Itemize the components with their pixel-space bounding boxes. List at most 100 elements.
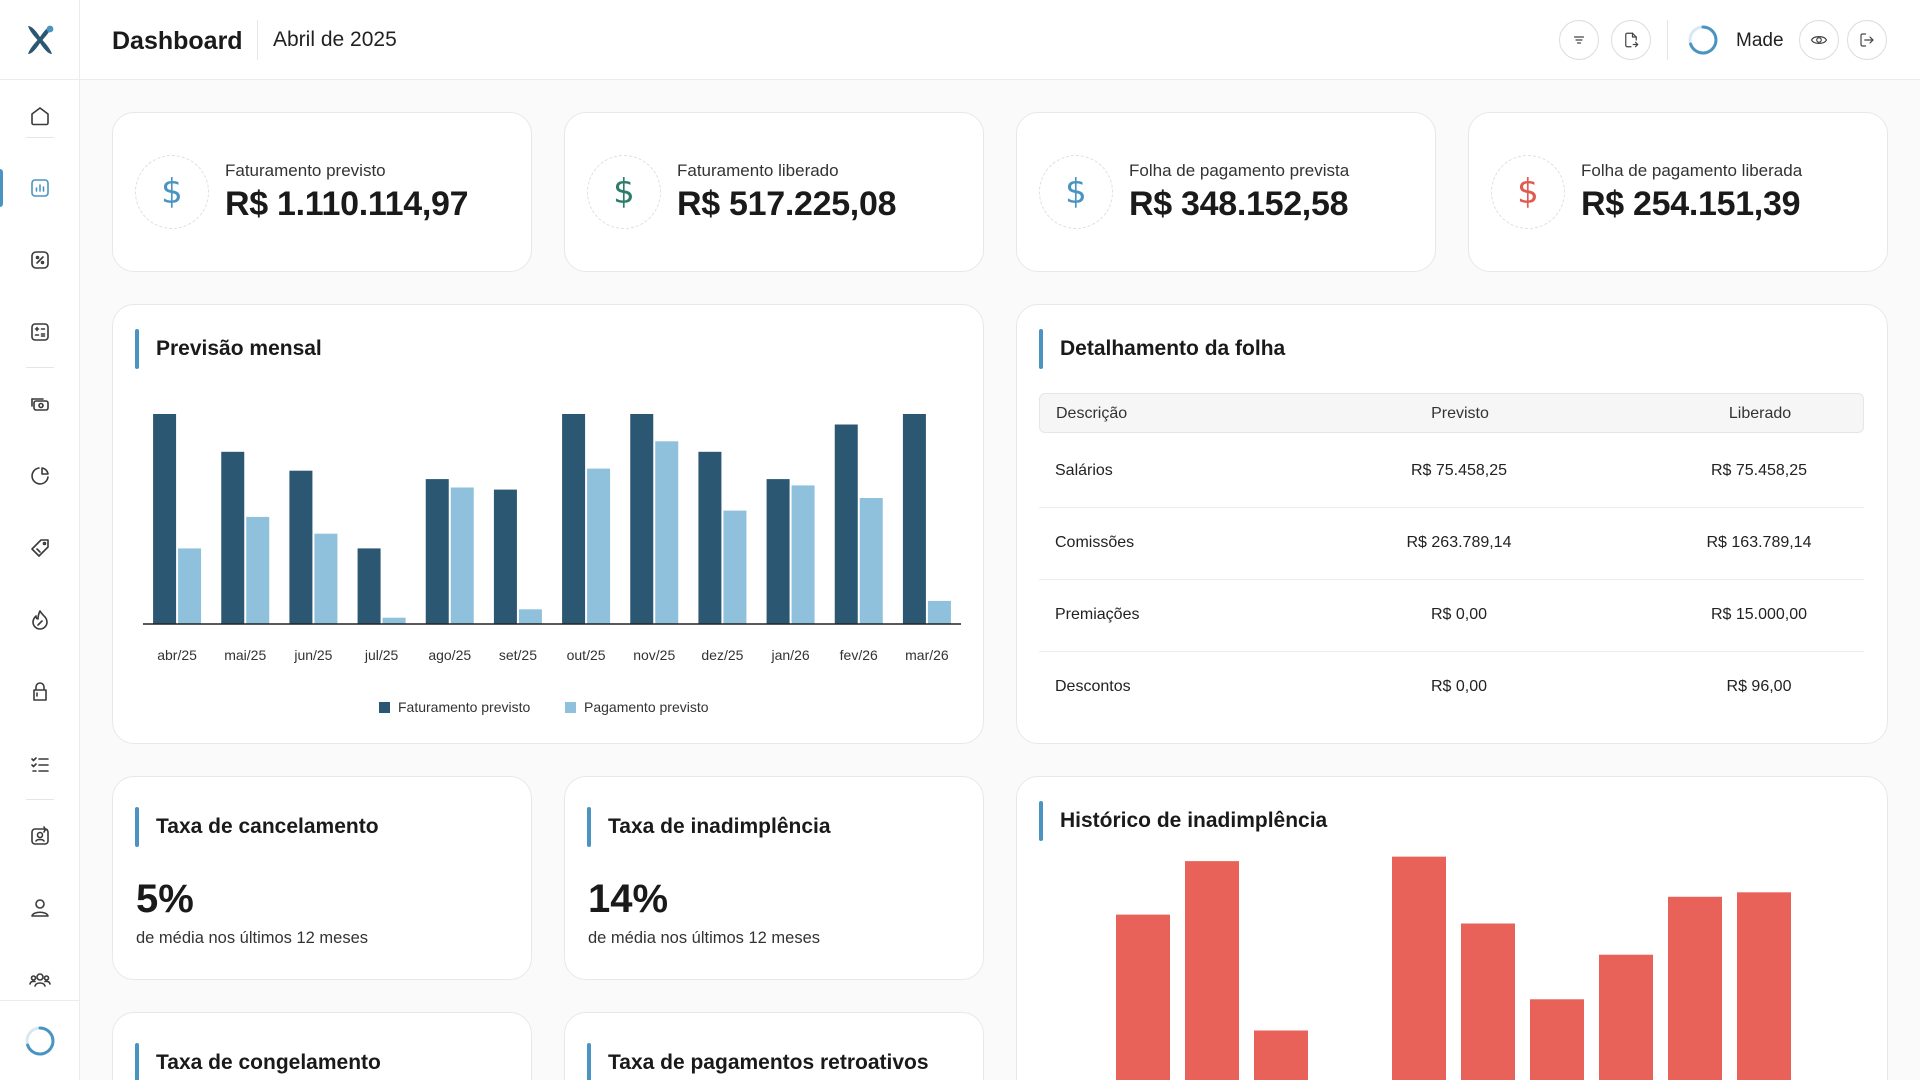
export-button[interactable] bbox=[1611, 20, 1651, 60]
header-divider bbox=[1667, 20, 1668, 60]
table-row: Premiações R$ 0,00 R$ 15.000,00 bbox=[1039, 580, 1864, 652]
section-accent bbox=[587, 1043, 591, 1080]
section-title: Taxa de congelamento bbox=[156, 1051, 381, 1074]
bar-abr/25-series-1 bbox=[178, 548, 202, 624]
bar-mar/26-series-1 bbox=[927, 600, 951, 624]
row-released: R$ 75.458,25 bbox=[1710, 462, 1808, 479]
cancel-rate-card: Taxa de cancelamento 5% de média nos últ… bbox=[112, 776, 532, 980]
section-title: Detalhamento da folha bbox=[1060, 337, 1286, 360]
kpi-card-faturamento-liberado: $ Faturamento liberado R$ 517.225,08 bbox=[564, 112, 984, 272]
x-tick-label: abr/25 bbox=[157, 647, 197, 663]
row-released: R$ 163.789,14 bbox=[1706, 534, 1812, 551]
section-accent bbox=[587, 807, 591, 847]
kpi-card-folha-liberada: $ Folha de pagamento liberada R$ 254.151… bbox=[1468, 112, 1888, 272]
monthly-bar-chart: abr/25 mai/25 jun/25 jul/25 ago/25 set/25 out/… bbox=[143, 414, 961, 715]
logout-button[interactable] bbox=[1847, 20, 1887, 60]
default-history-card: Histórico de inadimplência bbox=[1016, 776, 1888, 1080]
table-row: Salários R$ 75.458,25 R$ 75.458,25 bbox=[1039, 436, 1864, 508]
x-tick-label: nov/25 bbox=[633, 647, 675, 663]
bar-ago/25-series-1 bbox=[450, 487, 474, 624]
kpi-card-faturamento-previsto: $ Faturamento previsto R$ 1.110.114,97 bbox=[112, 112, 532, 272]
tag-icon[interactable] bbox=[20, 528, 60, 568]
history-bar-6 bbox=[1530, 999, 1584, 1080]
bar-out/25-series-0 bbox=[562, 414, 586, 624]
rate-caption: de média nos últimos 12 meses bbox=[588, 929, 821, 947]
row-description: Descontos bbox=[1055, 678, 1131, 695]
kpi-label: Faturamento previsto bbox=[225, 161, 386, 180]
percent-icon[interactable] bbox=[20, 240, 60, 280]
active-nav-indicator bbox=[0, 169, 3, 207]
nav-divider bbox=[26, 799, 54, 800]
visibility-button[interactable] bbox=[1799, 20, 1839, 60]
bar-jun/25-series-1 bbox=[314, 533, 338, 624]
kpi-label: Folha de pagamento prevista bbox=[1129, 161, 1350, 180]
page-title: Dashboard bbox=[112, 27, 243, 55]
history-bar-8 bbox=[1668, 896, 1722, 1080]
section-accent bbox=[135, 1043, 139, 1080]
bar-jun/25-series-0 bbox=[289, 470, 313, 624]
nav-divider bbox=[26, 367, 54, 368]
legend-label: Pagamento previsto bbox=[584, 699, 709, 715]
history-bar-1 bbox=[1185, 861, 1239, 1080]
pie-icon[interactable] bbox=[20, 456, 60, 496]
history-bar-5 bbox=[1461, 923, 1515, 1080]
bar-jul/25-series-1 bbox=[382, 617, 406, 624]
bar-mai/25-series-1 bbox=[246, 516, 270, 624]
x-tick-label: set/25 bbox=[499, 647, 537, 663]
kpi-label: Folha de pagamento liberada bbox=[1581, 161, 1803, 180]
column-header: Previsto bbox=[1431, 405, 1489, 422]
money-icon[interactable] bbox=[20, 384, 60, 424]
sidebar bbox=[0, 0, 80, 1080]
chart-icon[interactable] bbox=[20, 168, 60, 208]
dollar-icon: $ bbox=[135, 155, 209, 229]
row-description: Salários bbox=[1055, 462, 1113, 479]
bar-dez/25-series-1 bbox=[723, 510, 747, 624]
x-tick-label: dez/25 bbox=[701, 647, 743, 663]
title-divider bbox=[257, 20, 258, 60]
users-icon[interactable] bbox=[20, 960, 60, 1000]
bar-mar/26-series-0 bbox=[902, 414, 926, 624]
period-selector[interactable]: Abril de 2025 bbox=[273, 28, 397, 51]
avatar[interactable] bbox=[1687, 24, 1719, 56]
row-forecast: R$ 75.458,25 bbox=[1410, 462, 1508, 479]
section-accent bbox=[135, 329, 139, 369]
filter-button[interactable] bbox=[1559, 20, 1599, 60]
legend-swatch bbox=[379, 702, 390, 713]
user-name[interactable]: Made bbox=[1736, 30, 1784, 51]
brand-logo[interactable] bbox=[0, 0, 80, 80]
monthly-forecast-card: Previsão mensal abr/25 mai/25 jun/25 jul/25… bbox=[112, 304, 984, 744]
history-bar-0 bbox=[1116, 914, 1170, 1080]
bar-ago/25-series-0 bbox=[425, 479, 449, 624]
rate-value: 5% bbox=[136, 877, 194, 921]
user-icon[interactable] bbox=[20, 888, 60, 928]
history-bar-7 bbox=[1599, 954, 1653, 1080]
bar-fev/26-series-0 bbox=[834, 424, 858, 624]
history-bar-9 bbox=[1737, 892, 1791, 1080]
bar-jan/26-series-0 bbox=[766, 479, 790, 624]
kpi-value: R$ 254.151,39 bbox=[1581, 185, 1801, 223]
loading-ring-icon bbox=[25, 1026, 55, 1055]
section-title: Previsão mensal bbox=[156, 337, 322, 360]
freeze-rate-card: Taxa de congelamento bbox=[112, 1012, 532, 1080]
checklist-icon[interactable] bbox=[20, 744, 60, 784]
badge-icon[interactable] bbox=[20, 816, 60, 856]
kpi-card-folha-prevista: $ Folha de pagamento prevista R$ 348.152… bbox=[1016, 112, 1436, 272]
logo-mark-icon bbox=[28, 25, 54, 54]
column-header: Descrição bbox=[1056, 405, 1128, 422]
flame-icon[interactable] bbox=[20, 600, 60, 640]
sidebar-avatar[interactable] bbox=[0, 1000, 80, 1080]
x-tick-label: jun/25 bbox=[293, 647, 332, 663]
home-icon[interactable] bbox=[20, 96, 60, 136]
section-accent bbox=[1039, 329, 1043, 369]
x-tick-label: jul/25 bbox=[364, 647, 399, 663]
dollar-icon: $ bbox=[1491, 155, 1565, 229]
bar-set/25-series-0 bbox=[493, 489, 517, 624]
history-bar-2 bbox=[1254, 1030, 1308, 1080]
dollar-icon: $ bbox=[1039, 155, 1113, 229]
logout-icon bbox=[1860, 33, 1874, 47]
x-tick-label: fev/26 bbox=[840, 647, 878, 663]
calculator-icon[interactable] bbox=[20, 312, 60, 352]
bag-icon[interactable] bbox=[20, 672, 60, 712]
table-row: Descontos R$ 0,00 R$ 96,00 bbox=[1039, 652, 1864, 724]
row-forecast: R$ 0,00 bbox=[1430, 606, 1488, 623]
